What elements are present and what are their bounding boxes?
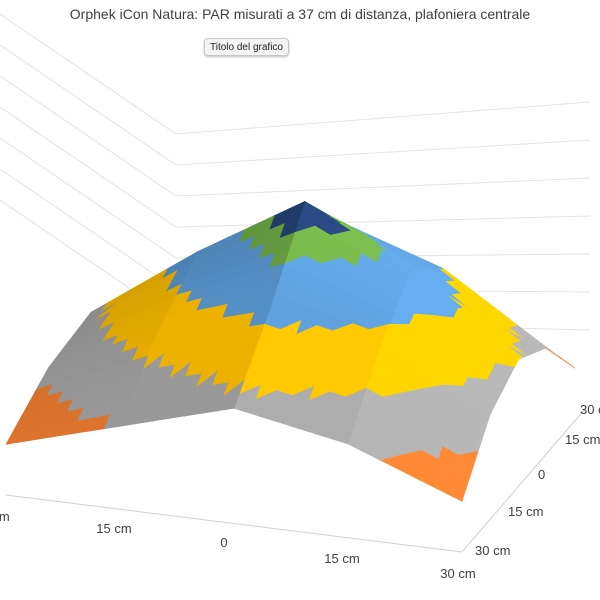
surface-facet bbox=[136, 406, 159, 424]
surface-facet bbox=[5, 429, 30, 445]
depth-tick-label: 30 cm bbox=[580, 402, 600, 417]
surface-facet bbox=[22, 426, 46, 442]
surface-facet bbox=[87, 414, 110, 432]
x-tick-label: 15 cm bbox=[324, 551, 359, 566]
surface-facet bbox=[282, 414, 305, 430]
x-tick-label: 30 cm bbox=[440, 566, 475, 581]
surface-facet bbox=[265, 409, 289, 424]
surface-facet bbox=[330, 429, 353, 445]
surface-facet bbox=[379, 454, 402, 469]
surface-facet bbox=[314, 424, 337, 440]
surface-facet bbox=[412, 471, 435, 486]
surface-mesh bbox=[5, 201, 576, 502]
surface-facet bbox=[249, 403, 273, 419]
surface-facet bbox=[184, 398, 208, 417]
surface-facet bbox=[168, 401, 192, 419]
x-tick-label: 0 bbox=[220, 535, 227, 550]
gridline-back bbox=[175, 215, 591, 228]
gridline-left bbox=[0, 75, 177, 197]
surface-facet bbox=[103, 411, 127, 430]
surface-facet bbox=[201, 395, 224, 414]
depth-tick-label: 30 cm bbox=[475, 543, 510, 558]
depth-tick-label: 0 bbox=[538, 467, 545, 482]
surface-facet bbox=[298, 419, 321, 435]
surface-facet bbox=[428, 479, 451, 494]
x-tick-label: 15 cm bbox=[96, 521, 131, 536]
gridline-left bbox=[0, 13, 177, 135]
x-tick-label: 30 cm bbox=[0, 509, 10, 524]
surface-facet bbox=[152, 403, 175, 422]
gridline-back bbox=[175, 177, 591, 197]
surface-facet bbox=[347, 437, 370, 453]
surface-facet bbox=[70, 417, 94, 435]
gridline-back bbox=[175, 139, 591, 166]
depth-tick-label: 15 cm bbox=[508, 504, 543, 519]
surface-facet bbox=[396, 463, 418, 478]
gridline-left bbox=[0, 44, 177, 166]
surface-facet bbox=[38, 423, 62, 440]
depth-axis-line bbox=[461, 408, 586, 553]
gridline-left bbox=[0, 137, 177, 259]
surface-facet bbox=[54, 420, 78, 437]
chart-title: Orphek iCon Natura: PAR misurati a 37 cm… bbox=[69, 6, 531, 22]
gridline-left bbox=[0, 168, 177, 290]
chart-title-placeholder-button[interactable]: Titolo del grafico bbox=[204, 38, 289, 56]
surface-facet bbox=[233, 398, 256, 414]
surface-facet bbox=[444, 488, 467, 502]
surface-facet bbox=[363, 446, 386, 461]
gridline-back bbox=[175, 101, 591, 135]
depth-tick-label: 15 cm bbox=[565, 432, 600, 447]
surface-facet bbox=[119, 408, 143, 427]
gridline-left bbox=[0, 106, 177, 228]
x-axis-line bbox=[5, 494, 463, 553]
surface-facet bbox=[217, 393, 240, 412]
